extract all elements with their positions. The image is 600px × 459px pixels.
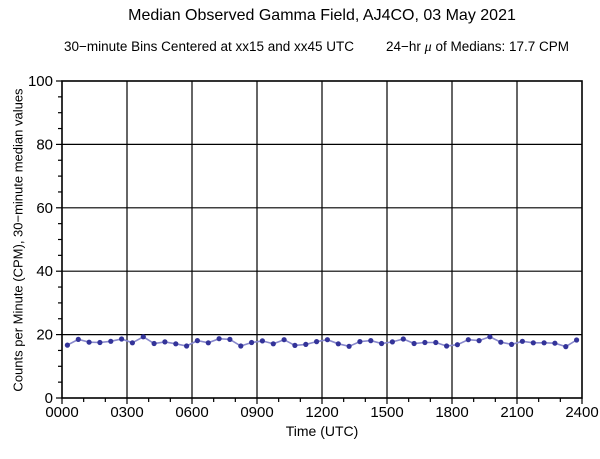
x-tick-label: 1800 <box>435 404 468 421</box>
data-point <box>422 339 428 346</box>
y-tick-label: 100 <box>28 73 53 90</box>
y-tick-label: 80 <box>36 136 53 153</box>
data-point <box>574 337 580 343</box>
x-tick-label: 0300 <box>110 404 143 421</box>
data-point <box>454 342 460 348</box>
chart-title: Median Observed Gamma Field, AJ4CO, 03 M… <box>128 7 516 24</box>
data-point <box>519 338 526 344</box>
data-point <box>400 336 406 342</box>
axis-ticks <box>56 80 583 404</box>
x-axis-title: Time (UTC) <box>285 423 359 439</box>
data-point <box>368 338 374 344</box>
data-point <box>86 339 92 345</box>
data-point <box>552 340 558 346</box>
data-point <box>314 339 320 345</box>
data-point <box>259 338 265 344</box>
data-point <box>563 344 569 350</box>
data-point <box>465 337 471 343</box>
data-point <box>75 336 81 342</box>
data-point <box>97 339 103 346</box>
y-tick-label: 60 <box>36 200 53 217</box>
data-point <box>433 339 439 346</box>
x-tick-label: 0000 <box>45 404 78 421</box>
data-point <box>541 340 547 346</box>
data-point <box>379 340 385 347</box>
data-point <box>389 339 395 345</box>
data-point <box>444 343 450 349</box>
data-point <box>194 338 200 344</box>
data-point <box>281 337 287 343</box>
data-point <box>509 341 515 347</box>
chart-subtitle-mean: 24−hr μ of Medians: 17.7 CPM <box>386 39 569 56</box>
data-point <box>530 340 536 346</box>
data-point <box>249 339 255 346</box>
x-tick-label: 2100 <box>500 404 533 421</box>
y-tick-label: 40 <box>36 263 53 280</box>
data-point <box>476 338 482 344</box>
data-point <box>270 341 276 347</box>
data-point <box>205 340 211 346</box>
data-series <box>64 334 580 350</box>
y-axis-title: Counts per Minute (CPM), 30−minute media… <box>10 88 26 392</box>
data-point <box>324 337 330 343</box>
data-point <box>498 339 504 345</box>
chart-subtitle-bins: 30−minute Bins Centered at xx15 and xx45… <box>64 39 355 54</box>
data-point <box>129 340 135 346</box>
data-point <box>184 343 190 349</box>
y-tick-label: 20 <box>36 327 53 344</box>
x-tick-label: 0600 <box>175 404 208 421</box>
gridlines <box>62 81 582 398</box>
subtitle-mean-post: of Medians: 17.7 CPM <box>431 39 570 54</box>
x-tick-label: 1200 <box>305 404 338 421</box>
data-point <box>162 339 168 345</box>
data-point <box>411 340 417 347</box>
subtitle-mean-pre: 24−hr <box>386 39 425 54</box>
x-tick-label: 1500 <box>370 404 403 421</box>
data-point <box>357 339 363 345</box>
data-point <box>346 343 352 349</box>
x-tick-label: 2400 <box>565 404 598 421</box>
data-point <box>292 342 298 348</box>
data-point <box>173 341 179 347</box>
data-point <box>487 334 493 340</box>
plot-frame <box>61 80 583 399</box>
data-point <box>303 341 309 347</box>
data-point <box>140 334 146 340</box>
y-tick-label: 0 <box>45 390 53 407</box>
data-point <box>216 336 222 342</box>
data-point <box>227 336 233 342</box>
x-tick-labels: 0000 0300 0600 0900 1200 1500 1800 2100 2400 <box>45 404 598 421</box>
y-tick-labels: 0 20 40 60 80 100 <box>28 73 53 407</box>
data-point <box>238 343 244 349</box>
data-point <box>108 338 114 344</box>
data-point <box>64 342 70 348</box>
data-point <box>119 336 125 342</box>
mu-symbol: μ <box>424 40 432 55</box>
data-point <box>335 341 341 347</box>
data-point <box>151 340 157 347</box>
x-tick-label: 0900 <box>240 404 273 421</box>
